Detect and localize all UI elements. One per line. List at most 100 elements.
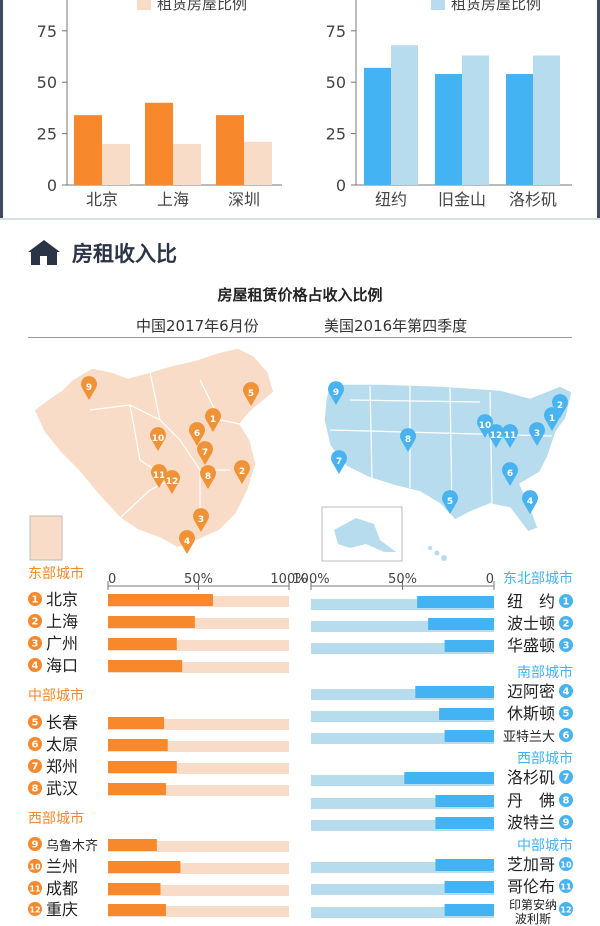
us-city-number-badge <box>559 616 573 630</box>
cn-city-number-badge-number: 10 <box>29 863 41 872</box>
cn-ratio-track <box>108 785 289 796</box>
cn-ratio-bar <box>108 783 166 795</box>
us-map-pin <box>552 394 568 418</box>
china-map-pin-number: 4 <box>184 537 190 547</box>
cn-ratio-bar <box>108 861 181 873</box>
us-map-pin-number: 4 <box>527 497 533 507</box>
china-map <box>29 347 275 561</box>
cn-ratio-bar <box>108 616 195 628</box>
china-map-pin-number: 12 <box>166 477 179 487</box>
us-city-label: 洛杉矶 <box>507 768 555 787</box>
us-group-heading: 中部城市 <box>517 837 573 854</box>
us-ratio-track <box>311 599 494 610</box>
us-city-number-badge-number: 9 <box>563 818 570 829</box>
us-city-number-badge-number: 7 <box>563 773 570 784</box>
china-map-pin <box>234 460 250 484</box>
frame-left-border <box>0 0 3 220</box>
us-map-pin-number: 3 <box>534 429 540 439</box>
us-city-number-badge <box>559 857 573 871</box>
us-map <box>321 383 573 562</box>
us-ratio-bar <box>435 859 494 871</box>
us-city-number-badge <box>559 793 573 807</box>
us-rent-bar <box>506 74 533 185</box>
china-map-pin-number: 2 <box>239 467 245 477</box>
cn-rent-bar <box>145 102 173 185</box>
cn-rent-bar <box>216 115 244 185</box>
us-rent-ytick-label: 75 <box>326 22 346 41</box>
us-rent-legend-swatch <box>431 0 445 10</box>
us-city-number-badge <box>559 684 573 698</box>
us-ratio-track <box>311 621 494 632</box>
cn-ratio-tick-label: 0 <box>108 572 116 587</box>
us-ratio-track <box>311 775 494 786</box>
cn-group-heading: 东部城市 <box>28 565 84 582</box>
cn-ratio-bar <box>108 739 168 751</box>
us-city-label: 休斯顿 <box>507 704 555 723</box>
us-city-number-badge <box>559 815 573 829</box>
cn-city-number-badge-number: 12 <box>29 906 40 915</box>
us-city-label: 丹 佛 <box>507 791 555 810</box>
us-ratio-bar <box>417 596 494 608</box>
us-ratio-tick-label: 100% <box>292 572 329 587</box>
cn-rent-ytick-label: 0 <box>47 176 57 195</box>
us-city-number-badge <box>559 706 573 720</box>
us-city-number-badge <box>559 879 573 893</box>
us-ratio-bar <box>439 708 494 720</box>
cn-ratio-track <box>108 863 289 874</box>
us-ratio-tick-label: 50% <box>388 572 417 587</box>
cn-city-number-badge-number: 11 <box>29 885 41 894</box>
china-map-pin <box>179 530 195 554</box>
cn-city-number-badge <box>28 837 42 851</box>
cn-city-number-badge-number: 2 <box>32 617 39 628</box>
cn-ratio-track <box>108 662 289 673</box>
us-ratio-bar <box>435 817 494 829</box>
cn-ratio-bar <box>108 839 157 851</box>
us-map-pin <box>502 462 519 486</box>
china-map-pin <box>189 422 205 446</box>
cn-city-number-badge <box>28 737 42 751</box>
cn-city-number-badge <box>28 781 42 795</box>
us-ratio-track <box>311 884 494 895</box>
us-ratio-bar <box>435 795 494 807</box>
subtitle-china: 中国2017年6月份 <box>136 317 259 335</box>
cn-ratio-bar <box>108 883 161 895</box>
us-map-pin <box>543 407 560 431</box>
us-city-number-badge <box>559 728 573 742</box>
cn-rent-legend-label: 租赁房屋比例 <box>157 0 247 13</box>
us-group-heading: 南部城市 <box>517 664 573 681</box>
cn-city-number-badge <box>28 881 42 895</box>
us-map-pin <box>442 490 458 514</box>
cn-city-label: 郑州 <box>46 757 78 776</box>
frame-bottom-border <box>0 218 600 220</box>
china-map-pin-number: 5 <box>248 389 254 399</box>
cn-city-label: 兰州 <box>46 857 78 876</box>
china-map-pin-number: 6 <box>194 429 200 439</box>
cn-rent-ytick-label: 50 <box>37 73 57 92</box>
us-city-label: 华盛顿 <box>507 636 555 655</box>
us-group-heading: 西部城市 <box>517 750 573 767</box>
us-city-label: 迈阿密 <box>507 682 555 701</box>
us-group-heading: 东北部城市 <box>503 570 573 587</box>
china-map-pin <box>151 464 167 488</box>
us-rent-ytick-label: 0 <box>336 176 346 195</box>
us-map-pin-number: 11 <box>504 431 517 441</box>
china-map-pin-number: 8 <box>205 472 211 482</box>
us-rent-category-label: 旧金山 <box>438 190 486 209</box>
cn-ratio-bar <box>108 761 177 773</box>
us-map-pin <box>477 414 493 438</box>
us-city-number-badge-number: 8 <box>563 796 570 807</box>
cn-city-label: 重庆 <box>46 900 78 919</box>
us-ratio-track <box>311 798 494 809</box>
us-rent-category-label: 纽约 <box>375 190 407 209</box>
cn-city-number-badge-number: 3 <box>32 639 39 650</box>
us-city-number-badge-number: 11 <box>560 883 572 892</box>
us-ratio-bar <box>404 772 494 784</box>
us-city-number-badge <box>559 638 573 652</box>
us-rent-bar <box>462 55 489 185</box>
us-map-pin <box>502 424 519 448</box>
cn-rent-ytick-label: 75 <box>37 22 57 41</box>
china-map-pin-number: 10 <box>152 434 165 444</box>
chart-title: 房屋租赁价格占收入比例 <box>217 286 383 304</box>
cn-ratio-track <box>108 741 289 752</box>
cn-rent-bar <box>173 143 201 185</box>
